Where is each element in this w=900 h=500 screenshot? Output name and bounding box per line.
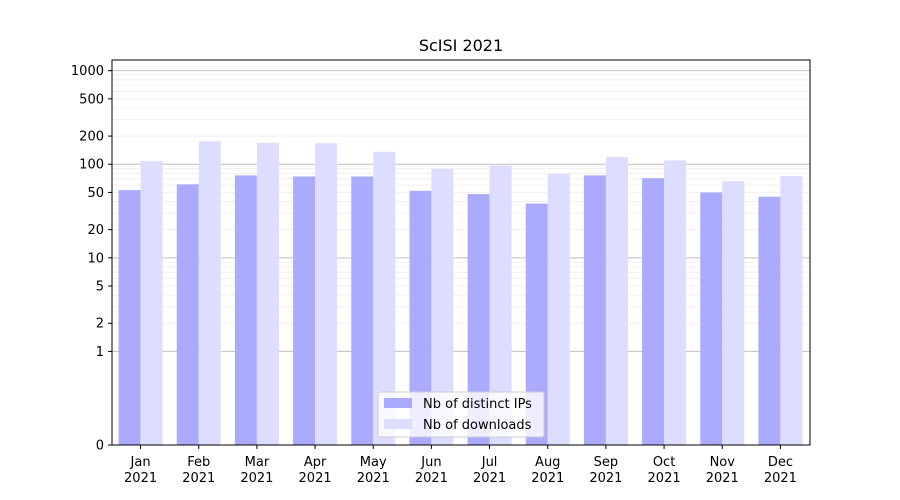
y-tick-label: 0 [96, 439, 104, 454]
y-tick-label: 50 [87, 186, 104, 201]
x-tick-label-year: 2021 [706, 471, 739, 486]
bar-distinct-ips [234, 175, 257, 445]
bar-downloads [256, 142, 279, 445]
bar-distinct-ips [351, 176, 374, 446]
y-tick-label: 500 [79, 92, 104, 107]
plot-frame [111, 59, 811, 446]
bar-distinct-ips [409, 190, 432, 445]
y-tick-label: 2 [96, 317, 104, 332]
grid-lines [112, 70, 810, 352]
bars [118, 141, 803, 446]
x-tick-label-year: 2021 [299, 471, 332, 486]
x-tick-label-year: 2021 [182, 471, 215, 486]
bar-distinct-ips [467, 194, 490, 445]
x-tick-label-year: 2021 [124, 471, 157, 486]
bar-distinct-ips [293, 176, 316, 446]
x-tick-label-month: Jul [481, 455, 498, 470]
bar-downloads [722, 181, 745, 445]
x-tick-label-year: 2021 [240, 471, 273, 486]
y-tick-label: 1 [96, 345, 104, 360]
x-tick-label-month: Sep [594, 455, 619, 470]
bar-downloads [431, 168, 454, 445]
x-tick-label-year: 2021 [473, 471, 506, 486]
bar-downloads [198, 141, 221, 446]
y-tick-label: 5 [96, 280, 104, 295]
bar-distinct-ips [118, 190, 141, 445]
legend-box [377, 391, 545, 438]
x-tick-label-year: 2021 [357, 471, 390, 486]
chart-title: ScISI 2021 [419, 36, 503, 55]
x-tick-label-year: 2021 [589, 471, 622, 486]
legend-label-downloads: Nb of downloads [423, 418, 532, 433]
bar-distinct-ips [700, 192, 723, 445]
x-tick-label-year: 2021 [764, 471, 797, 486]
x-tick-label-year: 2021 [531, 471, 564, 486]
x-tick-label-month: Jan [130, 455, 151, 470]
bar-distinct-ips [176, 184, 199, 445]
bar-downloads [315, 143, 338, 445]
bar-downloads [605, 156, 628, 446]
legend: Nb of distinct IPs Nb of downloads [377, 391, 545, 438]
x-tick-label-year: 2021 [415, 471, 448, 486]
x-tick-label-month: Oct [653, 455, 675, 470]
bar-distinct-ips [758, 196, 781, 445]
y-tick-label: 10 [87, 251, 104, 266]
y-tick-label: 200 [79, 130, 104, 145]
bar-downloads [780, 175, 803, 445]
x-tick-label-month: Feb [187, 455, 210, 470]
y-tick-label: 100 [79, 158, 104, 173]
x-tick-label-month: May [360, 455, 387, 470]
x-tick-label-month: Apr [304, 455, 327, 470]
x-tick-label-month: Mar [245, 455, 270, 470]
x-tick-label-month: Aug [535, 455, 560, 470]
y-tick-label: 1000 [71, 64, 104, 79]
bar-downloads [547, 173, 570, 446]
bar-downloads [489, 165, 512, 446]
legend-swatch-distinct-ips [384, 398, 412, 408]
y-tick-label: 20 [87, 223, 104, 238]
y-axis: 0 1 2 5 10 20 50 100 200 500 1000 [71, 64, 112, 454]
x-tick-label-year: 2021 [648, 471, 681, 486]
bar-distinct-ips [642, 178, 665, 445]
x-tick-label-month: Nov [710, 455, 736, 470]
bar-distinct-ips [525, 203, 548, 445]
bar-downloads [140, 161, 163, 445]
bar-downloads [664, 160, 687, 445]
legend-label-distinct-ips: Nb of distinct IPs [423, 397, 532, 412]
x-tick-label-month: Jun [420, 455, 441, 470]
x-axis: Jan2021Feb2021Mar2021Apr2021May2021Jun20… [124, 445, 797, 486]
bar-downloads [373, 151, 396, 445]
legend-swatch-downloads [384, 419, 412, 429]
x-tick-label-month: Dec [768, 455, 793, 470]
bar-distinct-ips [583, 175, 606, 445]
